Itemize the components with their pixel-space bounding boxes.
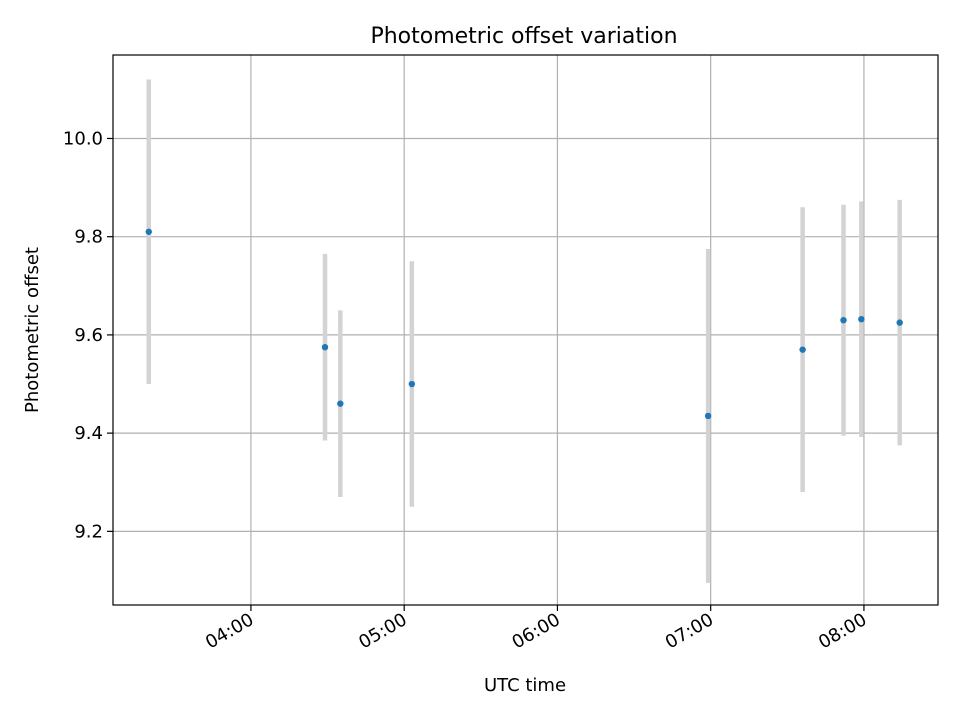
y-tick-label: 9.4: [74, 423, 103, 444]
y-tick-label: 9.2: [74, 521, 103, 542]
x-tick-label: 08:00: [815, 609, 870, 653]
data-point: [337, 400, 344, 407]
y-tick-label: 9.6: [74, 325, 103, 346]
y-tick-label: 9.8: [74, 227, 103, 248]
plot-frame: [112, 54, 939, 606]
data-point: [858, 315, 865, 323]
x-tick-label: 06:00: [509, 609, 564, 653]
data-point: [321, 343, 329, 351]
data-point: [145, 228, 152, 235]
y-tick-label: 10.0: [63, 128, 103, 149]
plot-data: [145, 79, 903, 583]
chart-title: Photometric offset variation: [370, 24, 677, 49]
data-point: [408, 380, 416, 388]
y-axis-label: Photometric offset: [22, 247, 43, 413]
data-point: [896, 319, 903, 326]
x-tick-label: 04:00: [202, 609, 257, 653]
data-point: [799, 346, 806, 353]
x-tick-label: 05:00: [355, 609, 410, 653]
x-axis-label: UTC time: [484, 675, 566, 696]
x-tick-label: 07:00: [662, 609, 717, 653]
data-point: [840, 316, 847, 324]
data-point: [704, 412, 712, 420]
grid: [113, 55, 938, 605]
axis-ticks: 04:00 05:00 06:00 07:00 08:00 9.2 9.4 9.6 9.8 10.…: [63, 128, 871, 653]
